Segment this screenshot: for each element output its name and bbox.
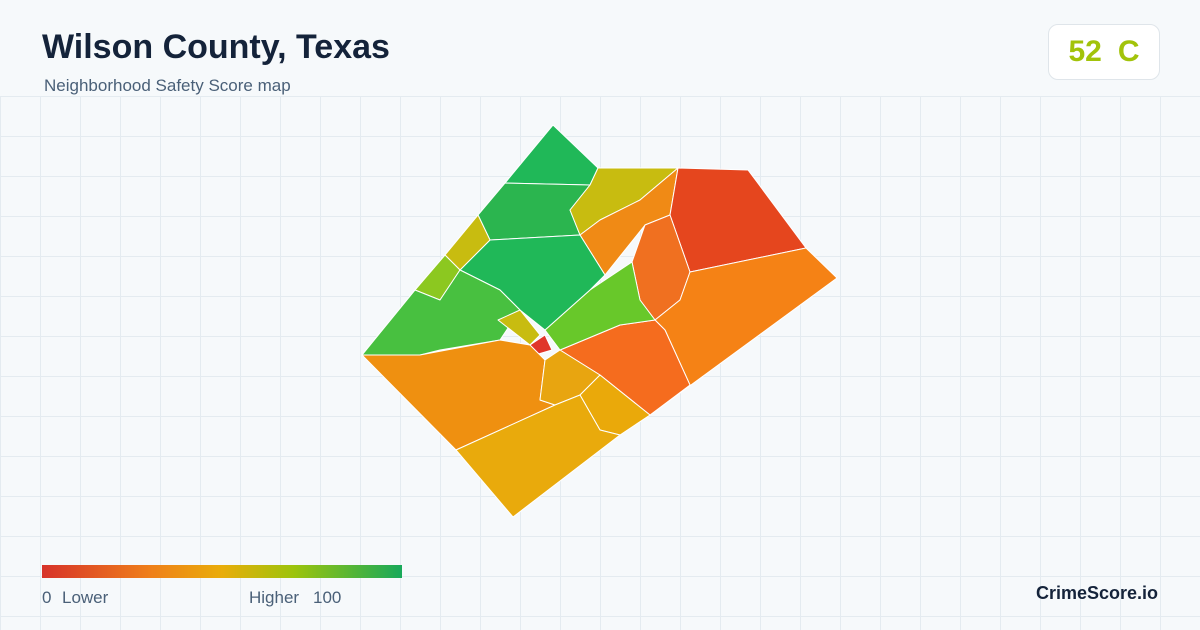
score-badge: 52 C [1048,24,1160,80]
brand: CrimeScore.io [1035,583,1158,603]
title: Wilson County, Texas [42,28,390,66]
region [497,309,541,346]
legend-max: 100 [313,588,342,607]
score-grade: C [1117,35,1140,68]
header: Wilson County, Texas Neighborhood Safety… [0,0,1200,96]
subtitle: Neighborhood Safety Score map [44,76,291,95]
legend-max-label: Higher [249,588,300,607]
legend-min-label: Lower [62,588,109,607]
score-value: 52 [1068,35,1102,68]
region [455,394,621,518]
region [504,124,599,186]
region [361,269,521,356]
legend-min: 0 [42,588,52,607]
legend-gradient [42,565,402,578]
